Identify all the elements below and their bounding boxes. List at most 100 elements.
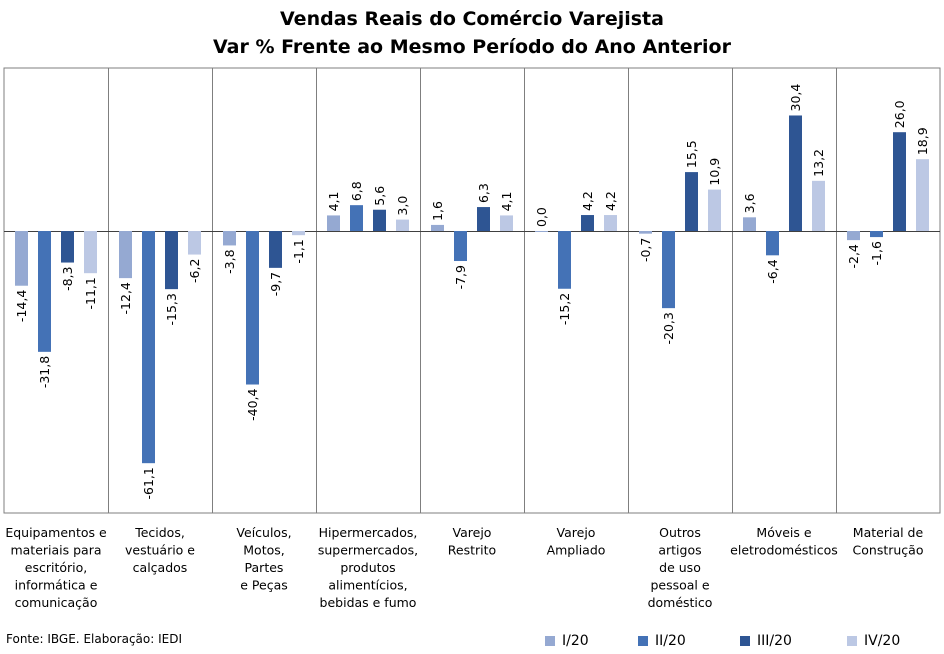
source-note: Fonte: IBGE. Elaboração: IEDI (6, 632, 183, 646)
category-labels: Equipamentos e materiais para escritório, i… (5, 525, 923, 610)
category-label-line: de uso (659, 560, 701, 575)
legend-item-iv20: IV/20 (847, 631, 900, 651)
value-labels: -14,4 -12,4 -3,8 4,1 1,6 0,0 -0,7 3,6 -2,4 -31,8 -… (14, 84, 930, 500)
bar (61, 231, 74, 263)
category-label-line: Hipermercados, (319, 525, 418, 540)
bar (223, 231, 236, 246)
legend-label-i20: I/20 (562, 633, 589, 649)
bar (847, 231, 860, 241)
data-label: -15,3 (164, 293, 179, 325)
category-label-line: materiais para (10, 543, 101, 558)
bar (639, 231, 652, 234)
category-label-line: Motos, (243, 543, 284, 558)
data-label: -3,8 (222, 249, 237, 273)
bar (766, 231, 779, 256)
category-label: Material de Construção (853, 525, 924, 558)
legend-swatch-iii20 (740, 636, 750, 646)
chart-title-line-1: Vendas Reais do Comércio Varejista (280, 8, 664, 30)
bar (84, 231, 97, 274)
data-label: 3,0 (395, 196, 410, 216)
category-label: Móveis e eletrodomésticos (730, 525, 838, 558)
data-label: -1,6 (869, 241, 884, 265)
category-label-line: Varejo (453, 525, 492, 540)
data-label: -12,4 (118, 282, 133, 314)
data-label: -7,9 (453, 265, 468, 289)
data-label: 4,2 (580, 191, 595, 211)
data-label: -9,7 (268, 272, 283, 296)
category-label-line: Construção (853, 543, 924, 558)
bar (15, 231, 28, 286)
data-label: 6,8 (349, 181, 364, 201)
data-label: 13,2 (811, 149, 826, 177)
category-label-line: Outros (659, 525, 701, 540)
category-label-line: e Peças (240, 578, 288, 593)
bar (431, 224, 444, 231)
category-label-line: doméstico (648, 595, 713, 610)
data-label: 4,1 (326, 192, 341, 212)
bar (142, 231, 155, 464)
category-label-line: alimentícios, (328, 578, 407, 593)
bar (662, 231, 675, 309)
legend-swatch-iv20 (847, 636, 857, 646)
category-label-line: vestuário e (125, 543, 195, 558)
data-label: 26,0 (892, 100, 907, 128)
bar (812, 180, 825, 231)
category-label-line: informática e (15, 578, 98, 593)
bar (604, 215, 617, 231)
data-label: -61,1 (141, 467, 156, 499)
data-label: -6,4 (765, 259, 780, 283)
bar (581, 215, 594, 231)
bar (789, 115, 802, 231)
category-label-line: Material de (853, 525, 924, 540)
bar (708, 189, 721, 231)
data-label: -14,4 (14, 290, 29, 322)
plot-border (3, 67, 941, 514)
category-label-line: pessoal e (650, 578, 709, 593)
category-label: Hipermercados, supermercados, produtos alim… (318, 525, 418, 610)
category-label-line: supermercados, (318, 543, 418, 558)
data-label: -6,2 (187, 259, 202, 283)
bar (893, 132, 906, 231)
bar (396, 219, 409, 231)
data-label: -2,4 (846, 244, 861, 268)
data-label: -15,2 (557, 293, 572, 325)
data-label: 10,9 (707, 158, 722, 186)
bar (685, 172, 698, 231)
bar (119, 231, 132, 279)
bar (269, 231, 282, 268)
bar (292, 231, 305, 236)
category-label: Equipamentos e materiais para escritório, i… (5, 525, 107, 610)
legend-item-i20: I/20 (545, 631, 589, 651)
category-label: Outros artigos de uso pessoal e doméstico (648, 525, 713, 610)
category-label-line: Equipamentos e (5, 525, 107, 540)
legend-swatch-ii20 (638, 636, 648, 646)
chart-title-line-2: Var % Frente ao Mesmo Período do Ano Ant… (213, 36, 732, 58)
bar (165, 231, 178, 290)
bar (327, 215, 340, 231)
legend-item-iii20: III/20 (740, 631, 792, 651)
data-label: -1,1 (291, 239, 306, 263)
bar (870, 231, 883, 238)
category-label-line: Ampliado (547, 543, 606, 558)
data-label: -31,8 (37, 356, 52, 388)
category-label-line: produtos (340, 560, 395, 575)
bar (477, 207, 490, 231)
category-label: Veículos, Motos, Partes e Peças (236, 525, 291, 593)
data-label: -40,4 (245, 388, 260, 420)
bar (246, 231, 259, 385)
category-label-line: comunicação (15, 595, 98, 610)
bar (916, 159, 929, 231)
category-label-line: Tecidos, (134, 525, 185, 540)
data-label: 1,6 (430, 201, 445, 221)
category-label: Varejo Restrito (448, 525, 496, 558)
legend-label-iv20: IV/20 (864, 633, 901, 649)
category-label-line: artigos (658, 543, 701, 558)
bar (188, 231, 201, 255)
category-label-line: calçados (133, 560, 188, 575)
legend-label-iii20: III/20 (757, 633, 792, 649)
bar (454, 231, 467, 262)
data-label: 6,3 (476, 183, 491, 203)
category-label-line: Restrito (448, 543, 496, 558)
category-label-line: Varejo (557, 525, 596, 540)
